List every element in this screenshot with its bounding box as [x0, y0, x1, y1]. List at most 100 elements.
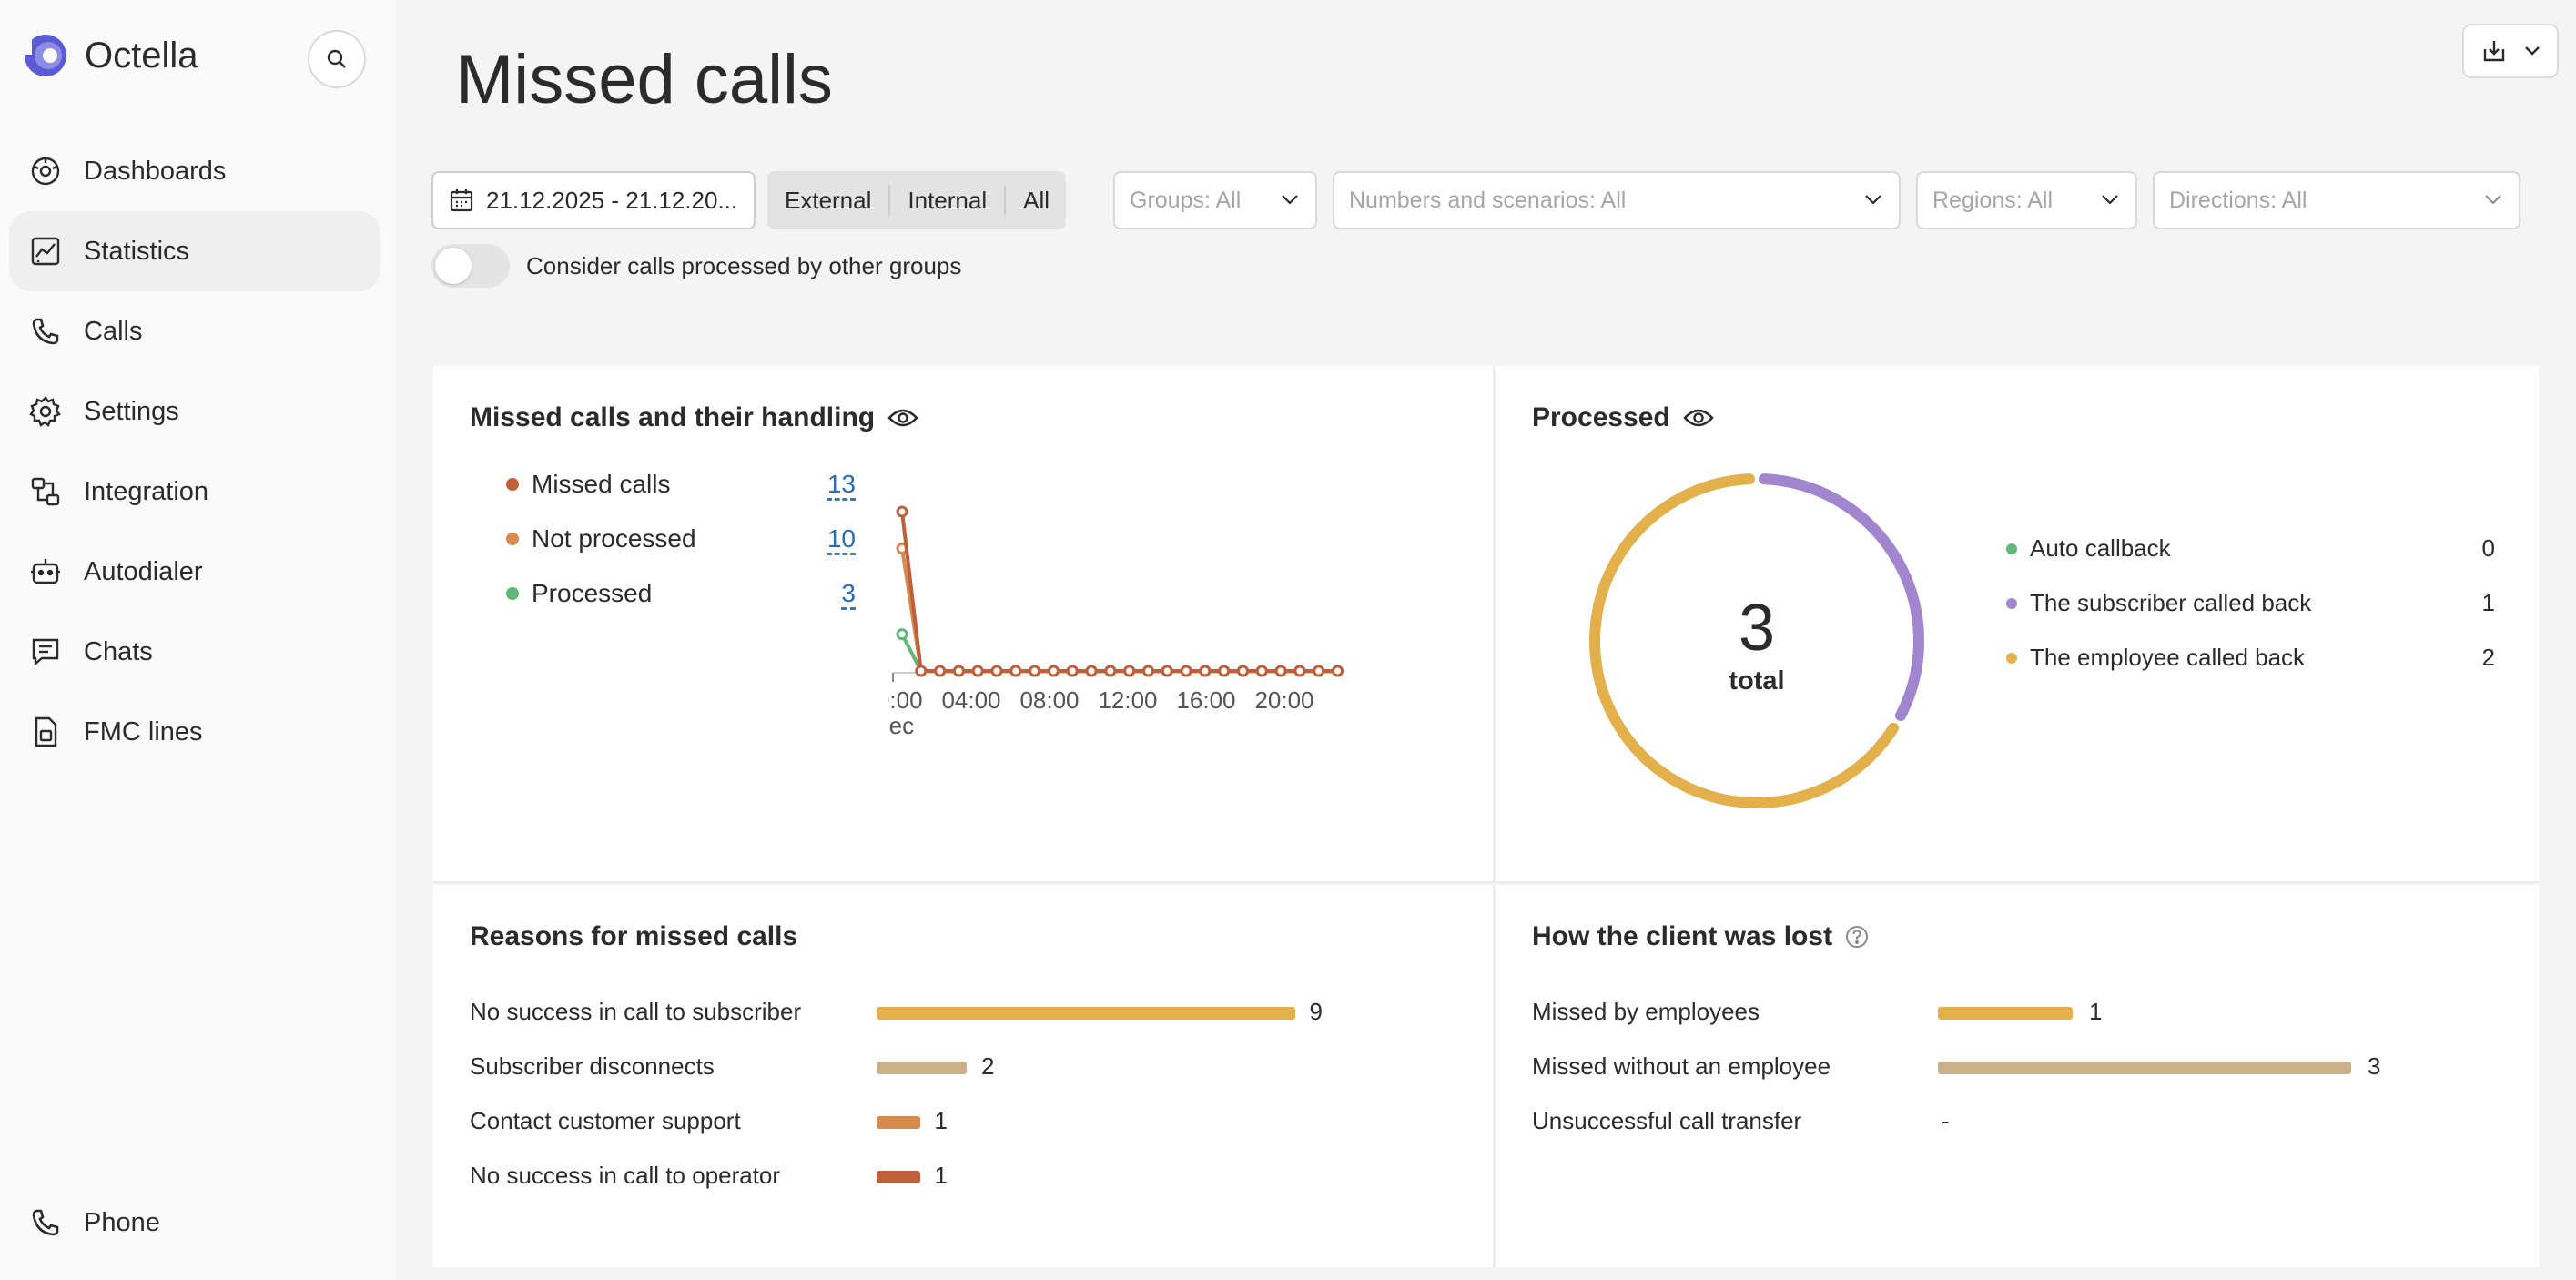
eye-icon[interactable]	[887, 407, 918, 429]
data-point	[1180, 665, 1192, 677]
data-point	[1141, 665, 1154, 677]
sidebar-item-label: Autodialer	[84, 556, 203, 586]
sidebar-item-dashboards[interactable]: Dashboards	[9, 131, 380, 211]
data-point	[1293, 665, 1306, 677]
x-tick-label: 08:00	[1019, 686, 1079, 714]
data-point	[1199, 665, 1212, 677]
segment-external[interactable]: External	[767, 185, 891, 216]
sidebar-item-integration[interactable]: Integration	[9, 452, 380, 532]
legend-dot	[506, 533, 519, 545]
series-line-missed-calls	[900, 511, 1338, 673]
panel-title-text: Processed	[1532, 402, 1670, 432]
data-point	[896, 628, 908, 641]
panel-title-text: How the client was lost	[1532, 921, 1833, 951]
chat-icon	[32, 638, 59, 666]
data-point	[1274, 665, 1287, 677]
sidebar-item-chats[interactable]: Chats	[9, 612, 380, 692]
numbers-scenarios-select[interactable]: Numbers and scenarios: All	[1333, 171, 1901, 229]
sidebar-item-label: Statistics	[84, 236, 190, 266]
sidebar-item-label: Calls	[84, 316, 143, 346]
series-line-processed	[900, 633, 1338, 673]
download-icon	[2483, 41, 2505, 62]
data-point	[934, 665, 947, 677]
sim-icon	[35, 716, 57, 747]
regions-select[interactable]: Regions: All	[1916, 171, 2137, 229]
help-icon[interactable]	[1845, 925, 1869, 949]
reason-bar	[877, 1062, 967, 1074]
reasons-panel-title: Reasons for missed calls	[470, 921, 798, 951]
robot-icon	[31, 559, 60, 584]
eye-icon[interactable]	[1683, 407, 1714, 429]
x-tick-label: 20:00	[1254, 686, 1313, 714]
data-point	[952, 665, 965, 677]
lost-reason-label: Unsuccessful call transfer	[1532, 1107, 1802, 1134]
sidebar-item-settings[interactable]: Settings	[9, 371, 380, 452]
employee-called-back-value: 2	[2481, 644, 2495, 671]
sidebar-nav: Dashboards Statistics Calls Settings Int…	[9, 131, 380, 772]
segment-all[interactable]: All	[1023, 187, 1050, 214]
data-point	[1123, 665, 1136, 677]
main-content: Missed calls 21.12.2025 - 21.12.20... Ex…	[396, 0, 2576, 1280]
legend-label: Not processed	[532, 524, 696, 553]
legend-label: Processed	[532, 579, 653, 607]
legend-employee-called-back: The employee called back	[2006, 644, 2305, 672]
search-button[interactable]	[308, 30, 366, 88]
reason-label: Contact customer support	[470, 1107, 741, 1134]
donut-total-value: 3	[1739, 592, 1775, 665]
sidebar-item-label: Phone	[84, 1207, 160, 1237]
numbers-select-value: Numbers and scenarios: All	[1349, 187, 1627, 213]
data-point	[1236, 665, 1249, 677]
missed-calls-panel: Missed calls and their handling Missed c…	[433, 366, 1495, 883]
octella-logo-icon	[23, 33, 66, 76]
phone-icon	[32, 318, 59, 345]
segment-internal[interactable]: Internal	[890, 185, 1007, 216]
data-point	[896, 505, 908, 518]
sidebar-item-fmc-lines[interactable]: FMC lines	[9, 692, 380, 772]
reason-label: Subscriber disconnects	[470, 1052, 715, 1080]
legend-label: The subscriber called back	[2030, 589, 2312, 616]
subscriber-called-back-value: 1	[2481, 589, 2495, 616]
processed-count-link[interactable]: 3	[841, 579, 856, 607]
data-point	[971, 665, 984, 677]
lost-reason-bar	[1938, 1062, 2351, 1074]
logo[interactable]: Octella	[23, 33, 198, 78]
sidebar: Octella Dashboards Statistics Calls Sett…	[0, 0, 396, 1280]
x-tick-label: 16:00	[1176, 686, 1235, 714]
export-button[interactable]	[2462, 24, 2559, 78]
not-processed-count-link[interactable]: 10	[827, 524, 856, 553]
sidebar-item-autodialer[interactable]: Autodialer	[9, 532, 380, 612]
groups-select[interactable]: Groups: All	[1113, 171, 1317, 229]
sidebar-item-statistics[interactable]: Statistics	[9, 211, 380, 291]
series-line-not-processed	[900, 548, 1338, 673]
sidebar-item-label: FMC lines	[84, 716, 203, 747]
missed-calls-panel-title: Missed calls and their handling	[470, 402, 918, 433]
data-point	[1313, 665, 1325, 677]
legend-dot	[2006, 597, 2017, 609]
date-range-value: 21.12.2025 - 21.12.20...	[486, 186, 738, 214]
panel-title-text: Missed calls and their handling	[470, 402, 876, 432]
sidebar-item-calls[interactable]: Calls	[9, 291, 380, 371]
chart-icon	[31, 237, 60, 266]
reason-bar	[877, 1116, 920, 1129]
regions-select-value: Regions: All	[1932, 187, 2054, 213]
date-range-picker[interactable]: 21.12.2025 - 21.12.20...	[431, 171, 756, 229]
lost-reason-value: 3	[2368, 1052, 2381, 1080]
missed-calls-count-link[interactable]: 13	[827, 470, 856, 498]
app-name: Octella	[85, 35, 198, 76]
x-tick-label: 12:00	[1098, 686, 1157, 714]
gear-icon	[29, 396, 61, 427]
data-point	[990, 665, 1003, 677]
other-groups-toggle[interactable]	[431, 244, 510, 288]
donut-slice-the-subscriber-called-back[interactable]	[1759, 473, 1924, 721]
legend-dot	[2006, 652, 2017, 664]
donut-slice-the-employee-called-back[interactable]	[1589, 473, 1899, 808]
lost-reason-value: -	[1942, 1107, 1950, 1134]
legend-label: The employee called back	[2030, 644, 2306, 671]
legend-label: Auto callback	[2030, 534, 2171, 562]
directions-select[interactable]: Directions: All	[2153, 171, 2520, 229]
chevron-down-icon	[1282, 195, 1298, 205]
sidebar-item-phone[interactable]: Phone	[9, 1183, 380, 1263]
processed-panel-title: Processed	[1532, 402, 1714, 433]
lost-reason-label: Missed without an employee	[1532, 1052, 1831, 1080]
missed-calls-line-chart: 00:00 04:00 08:00 12:00 16:00 20:00 Dec	[888, 505, 1344, 739]
